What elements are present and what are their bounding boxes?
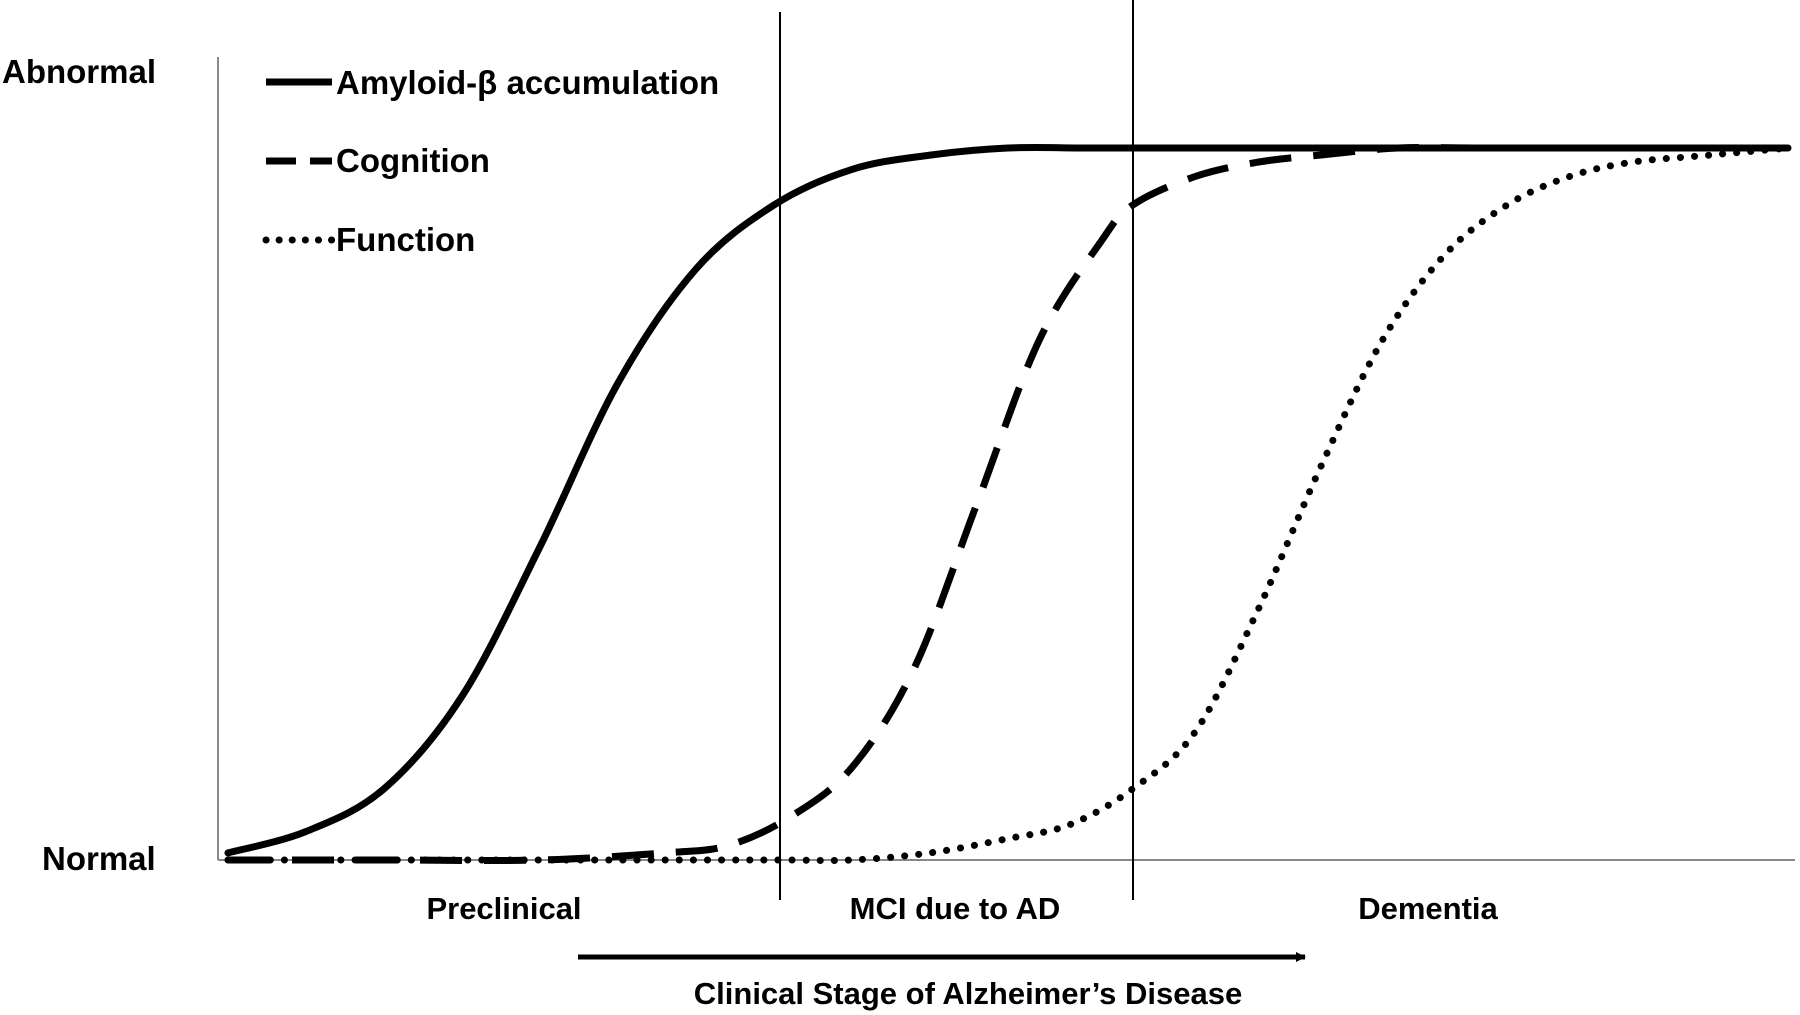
- series-line-cognition: [228, 143, 1788, 865]
- legend-label-function: Function: [336, 221, 475, 258]
- stage-label-dementia: Dementia: [1358, 891, 1498, 926]
- legend-label-cognition: Cognition: [336, 142, 490, 179]
- legend-label-amyloid: Amyloid-β accumulation: [336, 64, 719, 101]
- stage-label-mci: MCI due to AD: [850, 891, 1061, 926]
- series-layer: [224, 143, 1792, 865]
- series-line-amyloid: [224, 143, 1792, 857]
- stage-label-preclinical: Preclinical: [426, 891, 581, 926]
- y-tick-label-bottom: Normal: [42, 840, 156, 877]
- legend: Amyloid-β accumulation Cognition Functio…: [262, 64, 719, 258]
- y-tick-label-top: Abnormal: [2, 53, 156, 90]
- x-axis-label: Clinical Stage of Alzheimer’s Disease: [694, 976, 1242, 1011]
